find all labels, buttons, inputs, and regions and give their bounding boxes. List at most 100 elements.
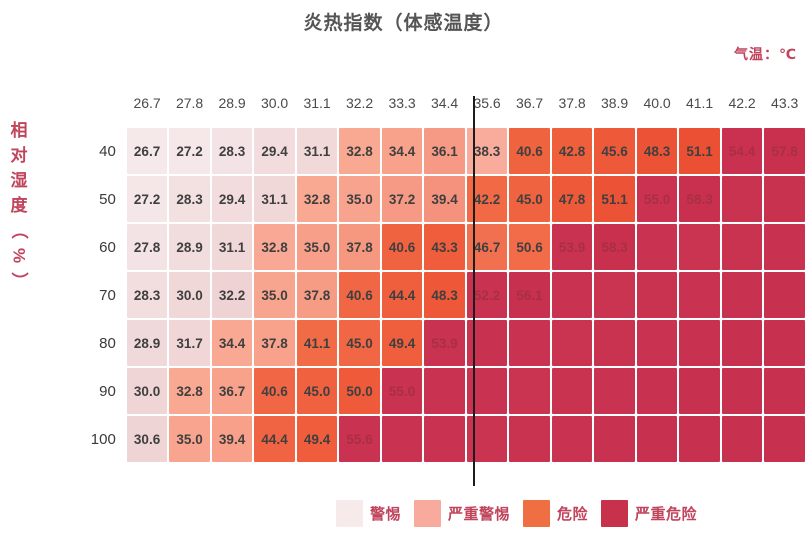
heatmap-cell: 28.3 — [211, 128, 253, 174]
humidity-axis-label-char: （ — [9, 222, 29, 239]
heatmap-cell — [679, 416, 720, 462]
heatmap-cell: 32.2 — [211, 272, 253, 318]
heatmap-cell: 35.0 — [296, 224, 338, 270]
heatmap-cell: 55.6 — [339, 416, 380, 462]
heatmap-row: 100 30.6 35.0 39.4 44.4 49.4 55.6 — [86, 416, 805, 462]
heatmap-cell — [721, 416, 763, 462]
heatmap-cell — [721, 320, 763, 366]
heatmap-cell: 57.8 — [764, 128, 805, 174]
heatmap-cell — [551, 272, 593, 318]
heatmap-cell — [764, 368, 805, 414]
heatmap-cell: 48.3 — [636, 128, 678, 174]
heatmap-cell — [551, 320, 593, 366]
heatmap-cell — [424, 416, 465, 462]
legend-item[interactable]: 危险 — [523, 500, 588, 527]
heatmap-cell: 45.0 — [296, 368, 338, 414]
heatmap-cell — [679, 224, 720, 270]
humidity-axis-label-char: 相 — [10, 121, 28, 140]
heatmap-cell: 51.1 — [594, 176, 635, 222]
heatmap-cell — [381, 416, 423, 462]
heatmap-cell: 36.7 — [211, 368, 253, 414]
heatmap-cell: 50.0 — [339, 368, 380, 414]
column-header-row: 26.7 27.8 28.9 30.0 31.1 32.2 33.3 34.4 35.6 36.7… — [86, 80, 805, 126]
legend-swatch — [414, 500, 442, 527]
heatmap-cell: 42.8 — [551, 128, 593, 174]
heatmap-cell — [721, 224, 763, 270]
row-header: 80 — [99, 334, 116, 352]
heatmap-cell: 37.2 — [381, 176, 423, 222]
legend-item[interactable]: 严重危险 — [601, 500, 697, 527]
legend-swatch — [601, 500, 629, 527]
humidity-axis-label-char: ） — [9, 272, 29, 289]
heatmap-cell: 39.4 — [424, 176, 465, 222]
heatmap-cell — [764, 224, 805, 270]
heatmap-cell: 29.4 — [211, 176, 253, 222]
legend-item[interactable]: 警惕 — [336, 500, 401, 527]
heatmap-cell: 39.4 — [211, 416, 253, 462]
legend-label: 严重危险 — [635, 506, 698, 523]
heatmap-cell: 45.0 — [339, 320, 380, 366]
column-header: 37.8 — [558, 95, 586, 111]
heatmap-cell: 44.4 — [381, 272, 423, 318]
heatmap-cell: 53.9 — [424, 320, 465, 366]
column-header: 31.1 — [303, 95, 331, 111]
heatmap-cell — [721, 272, 763, 318]
threshold-divider-line — [473, 96, 475, 486]
heatmap-body: 40 26.7 27.2 28.3 29.4 31.1 32.8 34.4 36.1 38.3 40… — [86, 128, 805, 462]
column-header: 43.3 — [771, 95, 799, 111]
heatmap-cell: 27.2 — [169, 128, 210, 174]
heatmap-cell: 43.3 — [424, 224, 465, 270]
heatmap-cell: 28.9 — [169, 224, 210, 270]
heatmap-cell — [764, 320, 805, 366]
row-header: 70 — [99, 286, 116, 304]
heatmap-cell: 53.9 — [551, 224, 593, 270]
heatmap-cell: 35.0 — [339, 176, 380, 222]
heatmap-cell — [636, 320, 678, 366]
heatmap-row: 70 28.3 30.0 32.2 35.0 37.8 40.6 44.4 48.3 52.2 56… — [86, 272, 805, 318]
heatmap-cell — [764, 416, 805, 462]
column-header: 36.7 — [515, 95, 544, 111]
heatmap-cell — [594, 416, 635, 462]
humidity-axis-label-char: % — [9, 247, 29, 264]
row-header: 50 — [99, 190, 116, 208]
humidity-axis-label-char: 对 — [10, 146, 28, 165]
heatmap-cell: 44.4 — [254, 416, 295, 462]
heatmap-cell: 45.0 — [509, 176, 550, 222]
column-header: 40.0 — [643, 95, 671, 111]
heatmap-cell: 37.8 — [339, 224, 380, 270]
legend-swatch — [523, 500, 551, 527]
row-header: 40 — [99, 142, 116, 160]
heatmap-cell: 48.3 — [424, 272, 465, 318]
heatmap-cell — [509, 320, 550, 366]
heatmap-cell — [679, 272, 720, 318]
heatmap-cell: 58.3 — [594, 224, 635, 270]
heatmap-cell — [764, 176, 805, 222]
column-header: 38.9 — [600, 95, 629, 111]
heatmap-cell: 28.3 — [169, 176, 210, 222]
heatmap-cell: 30.0 — [169, 272, 210, 318]
legend-swatch — [336, 500, 363, 527]
heatmap-cell: 36.1 — [424, 128, 465, 174]
heatmap-cell: 32.8 — [296, 176, 338, 222]
heatmap-row: 90 30.0 32.8 36.7 40.6 45.0 50.0 55.0 — [86, 368, 805, 414]
heatmap-cell: 40.6 — [339, 272, 380, 318]
heatmap-cell: 45.6 — [594, 128, 635, 174]
heatmap-cell: 35.0 — [169, 416, 210, 462]
legend-label: 严重警惕 — [448, 506, 511, 523]
column-header: 30.0 — [260, 95, 289, 111]
heatmap-cell: 26.7 — [126, 128, 168, 174]
heatmap-cell — [509, 416, 550, 462]
legend-label: 警惕 — [370, 506, 402, 523]
heatmap-cell: 31.1 — [254, 176, 295, 222]
heatmap-cell: 28.9 — [126, 320, 168, 366]
row-header: 100 — [90, 430, 116, 448]
heatmap-head: 26.7 27.8 28.9 30.0 31.1 32.2 33.3 34.4 35.6 36.7… — [86, 80, 805, 126]
heatmap-cell: 40.6 — [381, 224, 423, 270]
legend-item[interactable]: 严重警惕 — [414, 500, 510, 527]
legend-label: 危险 — [557, 506, 589, 523]
heatmap-cell — [721, 368, 763, 414]
heatmap-cell — [721, 176, 763, 222]
heatmap-cell — [679, 368, 720, 414]
heatmap-cell — [594, 320, 635, 366]
heatmap-grid: 26.7 27.8 28.9 30.0 31.1 32.2 33.3 34.4 35.6 36.7… — [84, 78, 807, 464]
